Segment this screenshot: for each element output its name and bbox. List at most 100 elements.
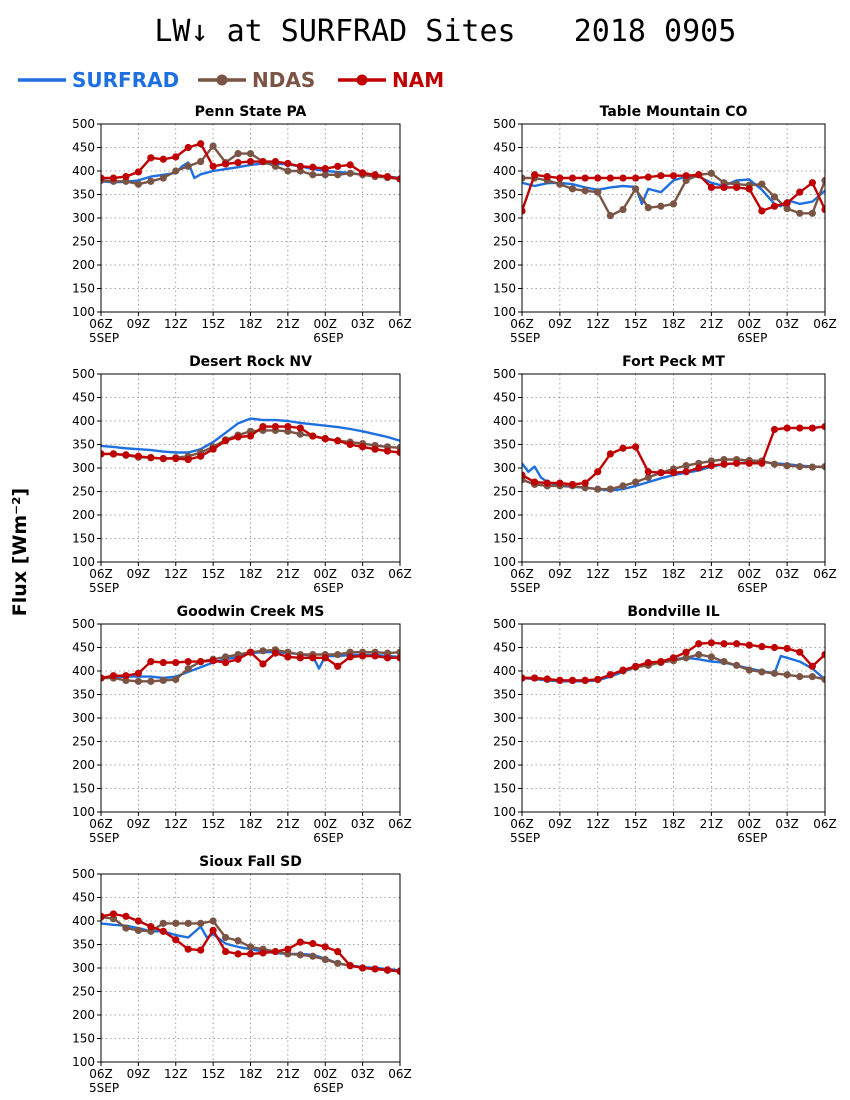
point-nam xyxy=(821,650,825,659)
point-nam xyxy=(669,469,678,477)
point-ndas xyxy=(707,169,715,177)
point-nam xyxy=(109,450,118,458)
x-tick-label: 03Z xyxy=(775,817,799,831)
x-tick-label: 06Z xyxy=(89,317,113,331)
x-tick-label: 21Z xyxy=(700,817,724,831)
point-ndas xyxy=(334,650,342,659)
point-nam xyxy=(101,450,105,458)
point-nam xyxy=(271,423,280,431)
point-nam xyxy=(234,655,242,663)
y-tick-label: 250 xyxy=(493,485,516,499)
point-nam xyxy=(122,672,130,680)
point-nam xyxy=(770,202,779,210)
point-nam xyxy=(556,174,564,182)
point-nam xyxy=(334,162,342,170)
point-nam xyxy=(359,443,367,451)
point-nam xyxy=(359,652,367,660)
point-nam xyxy=(321,943,329,951)
y-tick-label: 200 xyxy=(72,1008,95,1022)
panel-fort-peck-mt: Fort Peck MT 100 150 200 250 300 350 400 450 500 0… xyxy=(493,354,837,595)
point-nam xyxy=(522,207,526,215)
point-nam xyxy=(808,179,816,187)
point-ndas xyxy=(796,209,804,217)
point-nam xyxy=(134,452,142,460)
x-tick-label: 09Z xyxy=(127,567,151,581)
series-nam xyxy=(101,648,400,682)
point-nam xyxy=(334,437,342,445)
y-tick-label: 250 xyxy=(72,235,95,249)
point-nam xyxy=(159,455,167,463)
y-tick-label: 100 xyxy=(72,1055,95,1069)
x-subtick-label: 5SEP xyxy=(510,331,540,345)
point-ndas xyxy=(821,176,825,184)
point-ndas xyxy=(821,675,825,684)
x-tick-label: 18Z xyxy=(662,317,686,331)
point-nam xyxy=(657,469,665,477)
y-tick-label: 250 xyxy=(72,735,95,749)
point-ndas xyxy=(796,673,804,681)
y-tick-label: 350 xyxy=(493,188,516,202)
x-tick-label: 00Z xyxy=(314,567,338,581)
point-nam xyxy=(147,658,155,666)
point-ndas xyxy=(172,919,180,927)
x-tick-label: 06Z xyxy=(510,817,534,831)
point-nam xyxy=(109,910,118,918)
point-ndas xyxy=(720,658,728,666)
panel-title: Sioux Fall SD xyxy=(199,854,302,870)
point-nam xyxy=(147,923,155,931)
point-nam xyxy=(101,674,105,682)
y-tick-label: 150 xyxy=(72,532,95,546)
point-nam xyxy=(568,174,577,182)
point-nam xyxy=(783,199,791,207)
point-nam xyxy=(632,174,640,182)
y-tick-label: 150 xyxy=(72,1032,95,1046)
y-tick-label: 150 xyxy=(493,282,516,296)
legend-label: SURFRAD xyxy=(72,68,179,92)
point-nam xyxy=(221,947,230,956)
point-nam xyxy=(808,424,816,432)
point-nam xyxy=(796,424,804,432)
point-ndas xyxy=(309,171,317,179)
x-subtick-label: 6SEP xyxy=(313,331,343,345)
y-tick-label: 200 xyxy=(493,258,516,272)
y-tick-label: 450 xyxy=(72,891,95,905)
x-tick-label: 18Z xyxy=(662,567,686,581)
legend-label: NDAS xyxy=(252,68,315,92)
point-nam xyxy=(581,479,589,487)
x-tick-label: 06Z xyxy=(510,567,534,581)
point-nam xyxy=(682,468,690,476)
y-tick-label: 450 xyxy=(493,141,516,155)
plot-frame xyxy=(100,623,401,813)
x-tick-label: 06Z xyxy=(813,817,837,831)
y-tick-label: 300 xyxy=(493,211,516,225)
y-tick-label: 400 xyxy=(72,664,95,678)
point-nam xyxy=(821,423,825,431)
x-tick-label: 21Z xyxy=(276,317,300,331)
point-ndas xyxy=(396,648,400,656)
y-tick-label: 100 xyxy=(493,555,516,569)
x-subtick-label: 5SEP xyxy=(510,831,540,845)
point-ndas xyxy=(296,951,304,959)
x-tick-label: 18Z xyxy=(239,317,263,331)
point-ndas xyxy=(783,462,791,470)
y-tick-label: 300 xyxy=(72,961,95,975)
point-nam xyxy=(371,171,379,179)
legend: SURFRAD NDAS NAM xyxy=(18,68,444,92)
point-nam xyxy=(543,479,551,487)
point-nam xyxy=(234,158,242,167)
point-nam xyxy=(197,452,205,460)
point-nam xyxy=(383,447,392,455)
x-tick-label: 09Z xyxy=(548,817,572,831)
point-nam xyxy=(284,423,292,431)
y-tick-label: 250 xyxy=(72,485,95,499)
series-line-surfrad xyxy=(101,161,400,184)
point-nam xyxy=(184,455,192,464)
point-nam xyxy=(758,459,766,467)
point-nam xyxy=(371,652,379,660)
y-tick-label: 300 xyxy=(72,711,95,725)
y-tick-label: 250 xyxy=(493,235,516,249)
point-nam xyxy=(259,949,267,957)
plot-frame xyxy=(521,623,826,813)
point-ndas xyxy=(808,463,816,471)
point-nam xyxy=(101,174,105,182)
